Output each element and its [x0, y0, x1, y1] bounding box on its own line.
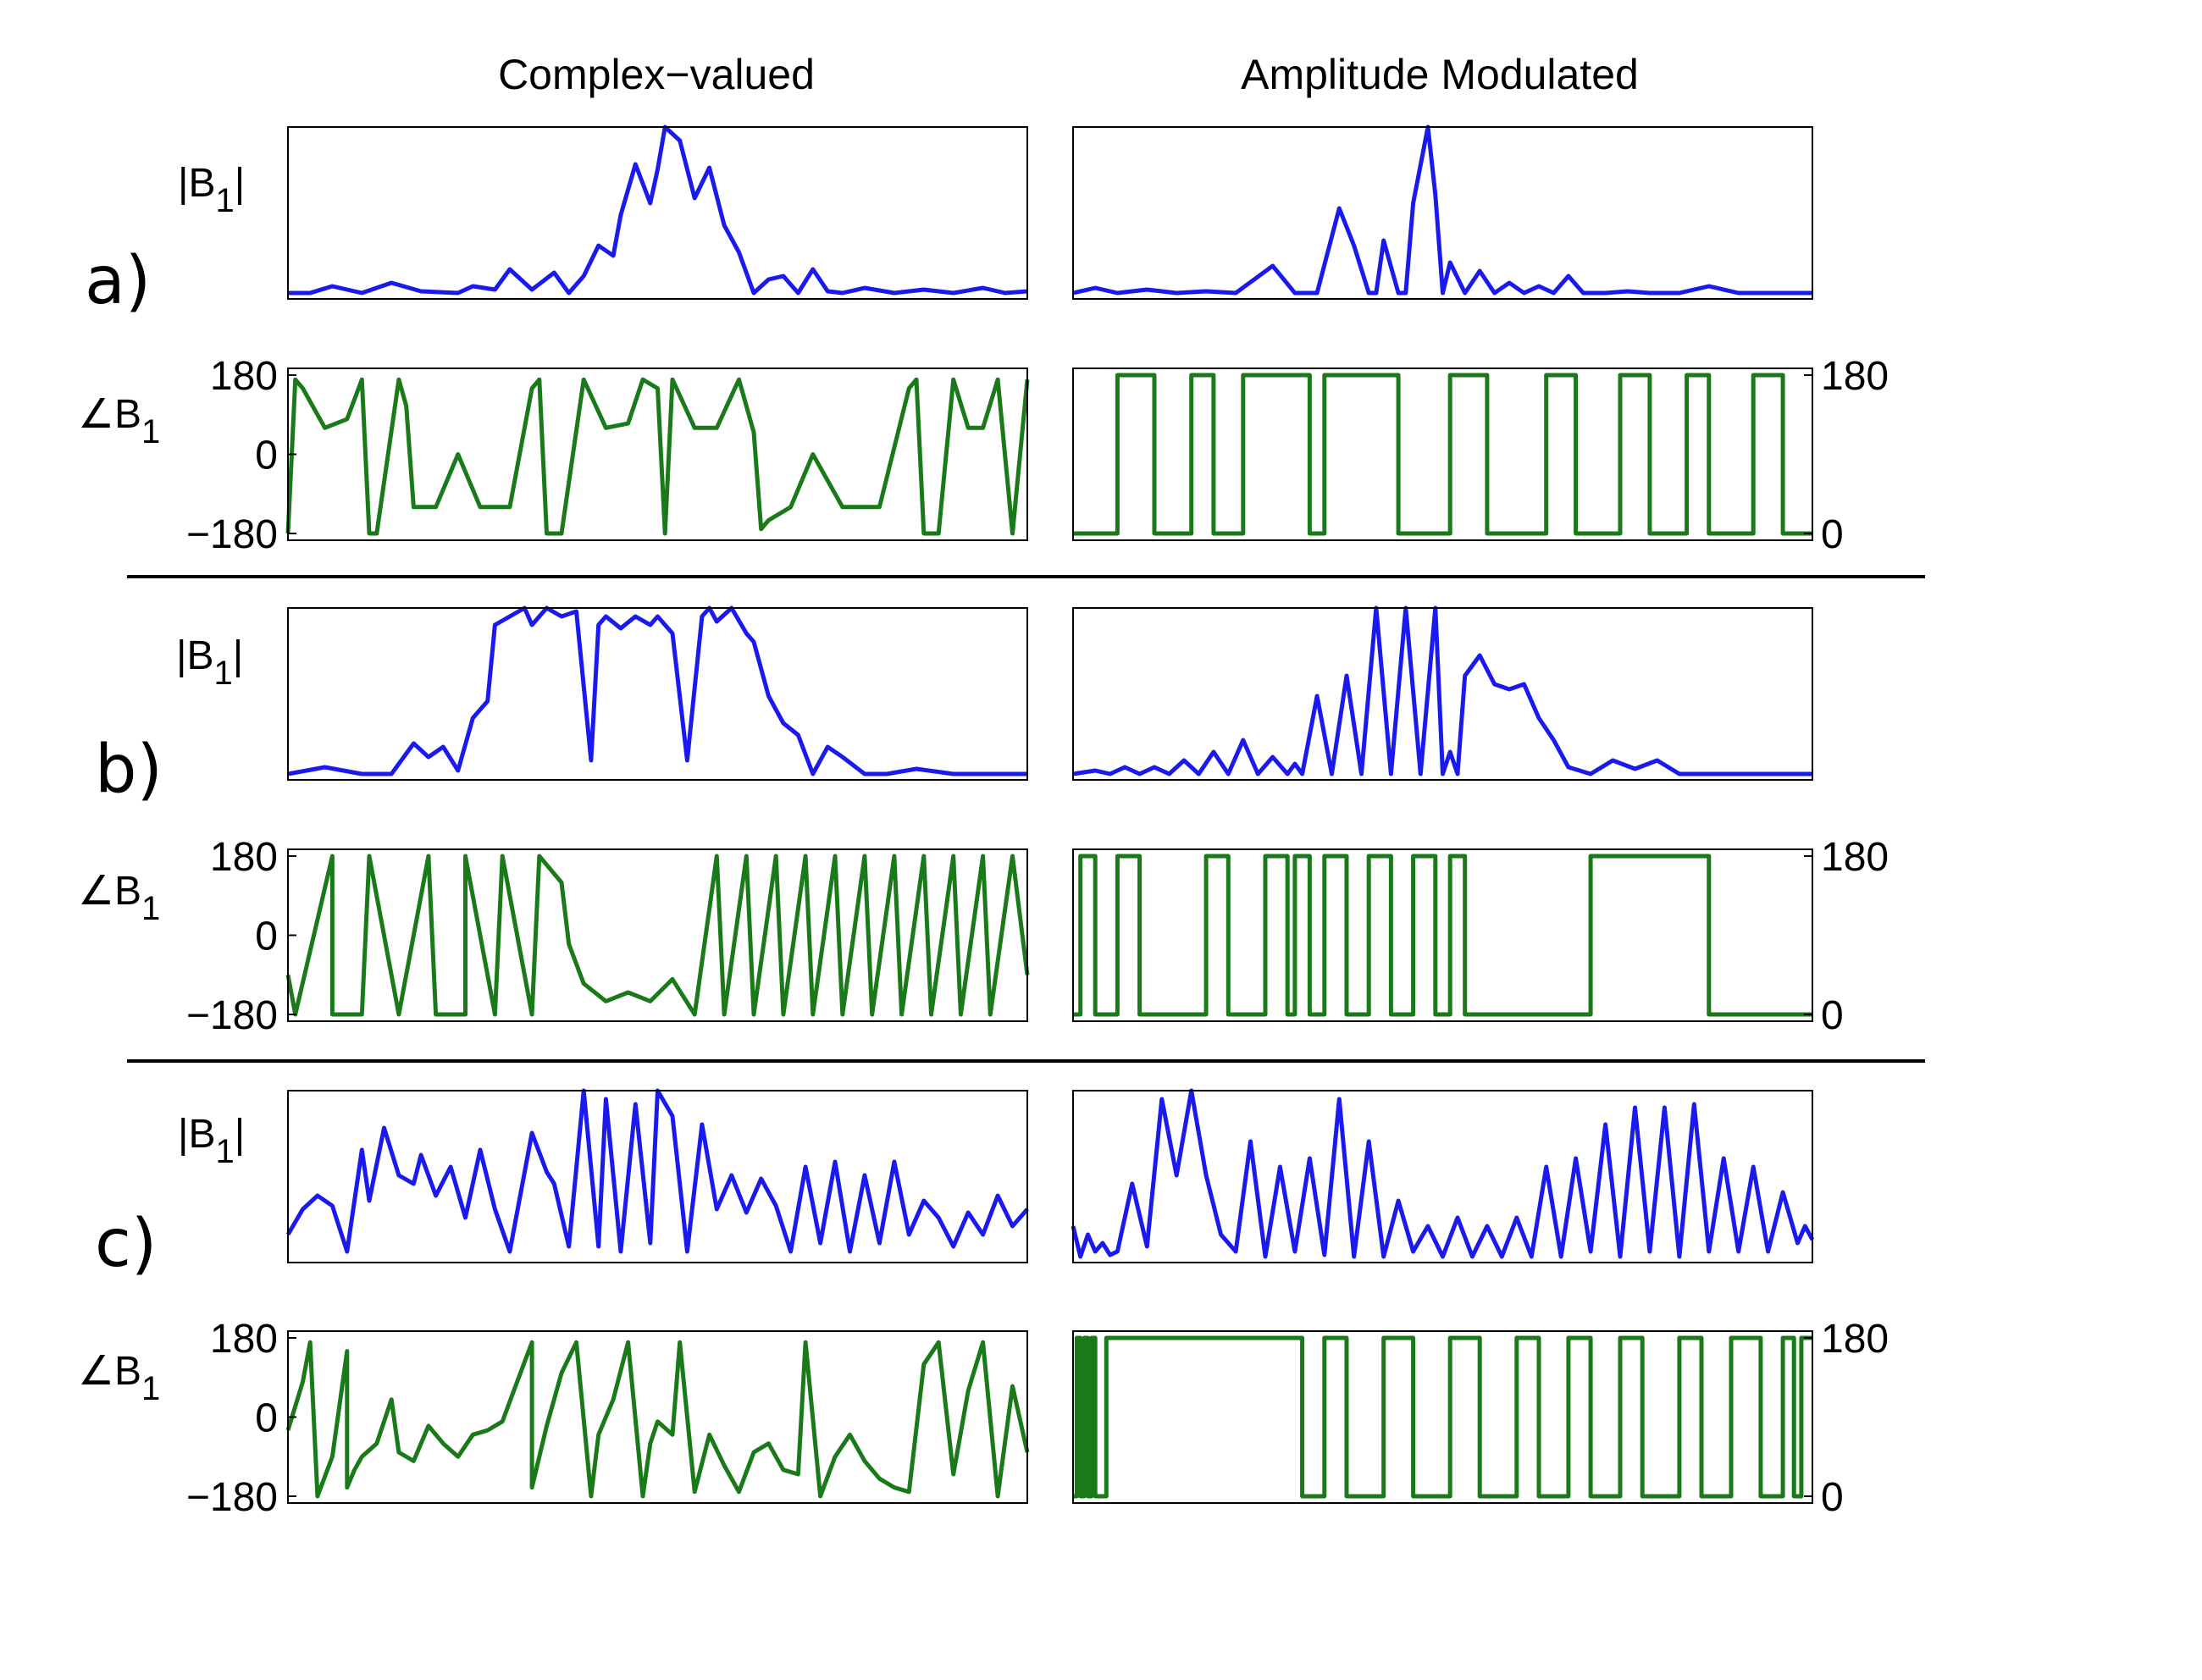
- magnitude-label-a: |B1|: [178, 161, 245, 219]
- b-phase-complex-tick-label: 180: [210, 835, 278, 880]
- svg-text:|B1|: |B1|: [178, 1112, 245, 1170]
- b-magnitude-am-panel: [1072, 605, 1813, 781]
- magnitude-label-c: |B1|: [178, 1112, 245, 1170]
- c-phase-complex-tick-label: −180: [186, 1475, 278, 1520]
- c-phase-am-axes-box: [1072, 1330, 1813, 1504]
- a-phase-am-axes-box: [1072, 368, 1813, 541]
- c-phase-complex-series-line: [285, 1340, 1030, 1499]
- a-phase-complex-panel: 180 0 −180: [186, 354, 1030, 557]
- a-magnitude-complex-axes-box: [287, 126, 1028, 300]
- a-magnitude-am-panel: [1072, 124, 1813, 300]
- svg-text:∠B1: ∠B1: [78, 392, 160, 450]
- c-magnitude-am-axes-box: [1072, 1090, 1813, 1263]
- b-magnitude-am-axes-box: [1072, 607, 1813, 781]
- row-label-a: a): [85, 243, 151, 319]
- a-phase-complex-tick-label: −180: [186, 512, 278, 557]
- c-magnitude-complex-panel: [285, 1088, 1029, 1263]
- phase-label-c: ∠B1: [78, 1349, 160, 1407]
- c-phase-complex-tick-label: 0: [255, 1396, 278, 1441]
- c-phase-am-tick-label: 0: [1821, 1475, 1844, 1520]
- svg-text:∠B1: ∠B1: [78, 1349, 160, 1407]
- magnitude-label-b: |B1|: [176, 633, 243, 692]
- c-phase-am-tick-label: 180: [1821, 1317, 1889, 1362]
- svg-text:|B1|: |B1|: [176, 633, 243, 692]
- b-magnitude-am-series-line: [1072, 605, 1812, 776]
- column-title-complex: Complex−valued: [498, 51, 815, 98]
- b-phase-am-axes-box: [1072, 848, 1813, 1022]
- c-magnitude-complex-series-line: [285, 1088, 1029, 1254]
- a-magnitude-complex-panel: [287, 124, 1028, 300]
- b-magnitude-complex-panel: [287, 605, 1028, 781]
- b-phase-complex-series-line: [285, 854, 1030, 1017]
- row-label-c: c): [95, 1206, 157, 1282]
- row-label-b: b): [95, 732, 163, 808]
- c-phase-complex-tick-label: 180: [210, 1317, 278, 1362]
- a-phase-am-series-line: [1073, 373, 1812, 536]
- a-phase-complex-tick-label: 0: [255, 434, 278, 478]
- c-magnitude-complex-axes-box: [287, 1090, 1028, 1263]
- c-phase-complex-panel: 180 0 −180: [186, 1317, 1030, 1520]
- a-magnitude-complex-series-line: [288, 124, 1028, 296]
- b-phase-complex-panel: 180 0 −180: [186, 835, 1030, 1038]
- b-phase-am-series-line: [1073, 854, 1812, 1017]
- a-phase-complex-series-line: [285, 377, 1030, 536]
- svg-text:∠B1: ∠B1: [78, 869, 160, 927]
- c-magnitude-am-series-line: [1071, 1088, 1815, 1259]
- svg-text:|B1|: |B1|: [178, 161, 245, 219]
- b-phase-complex-tick-label: 0: [255, 915, 278, 959]
- b-magnitude-complex-axes-box: [287, 607, 1028, 781]
- a-phase-am-tick-label: 0: [1821, 512, 1844, 557]
- b-phase-complex-tick-label: −180: [186, 993, 278, 1038]
- c-magnitude-am-panel: [1071, 1088, 1815, 1263]
- phase-label-a: ∠B1: [78, 392, 160, 450]
- b-phase-am-tick-label: 0: [1821, 993, 1844, 1038]
- a-magnitude-am-axes-box: [1072, 126, 1813, 300]
- a-phase-complex-tick-label: 180: [210, 354, 278, 399]
- phase-label-b: ∠B1: [78, 869, 160, 927]
- a-magnitude-am-series-line: [1072, 124, 1812, 296]
- b-phase-am-tick-label: 180: [1821, 835, 1889, 880]
- column-title-am: Amplitude Modulated: [1241, 51, 1639, 98]
- a-phase-am-tick-label: 180: [1821, 354, 1889, 399]
- c-phase-am-series-line: [1073, 1335, 1812, 1499]
- b-magnitude-complex-series-line: [287, 605, 1027, 776]
